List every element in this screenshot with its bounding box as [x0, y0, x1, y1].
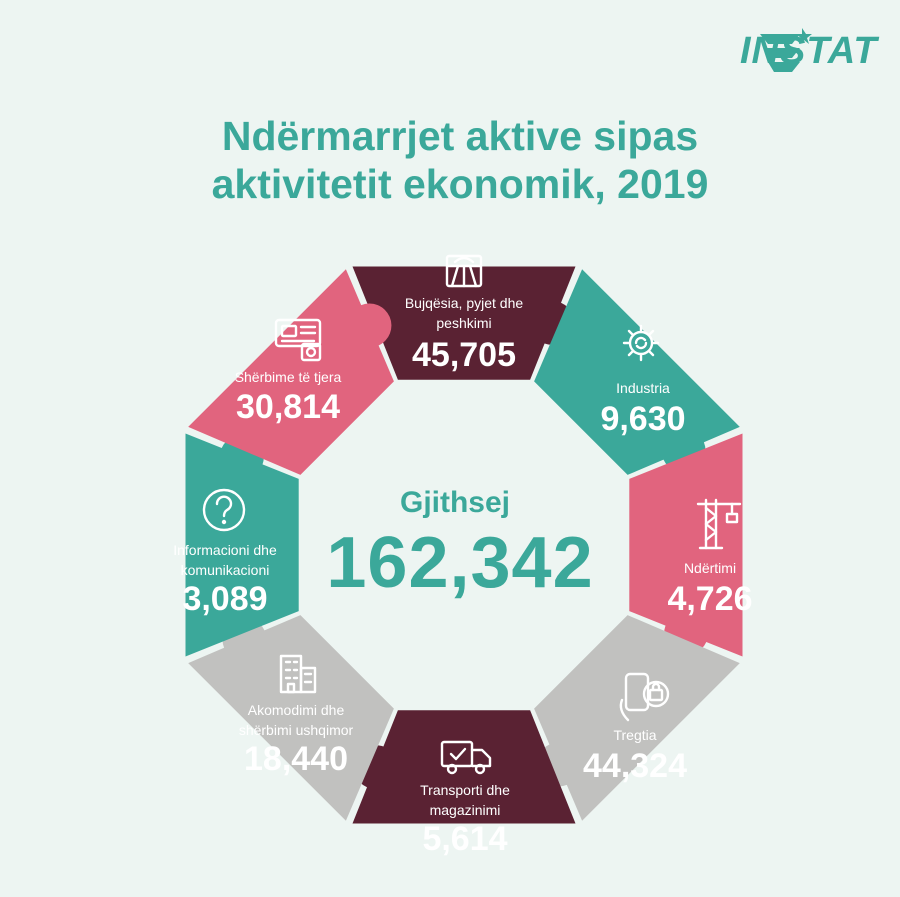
segment-trade — [534, 615, 740, 821]
field-icon — [445, 254, 483, 288]
value-trade: 44,324 — [583, 747, 687, 785]
label-accommodation: Akomodimi dhe shërbimi ushqimor — [238, 702, 354, 738]
truck-icon — [440, 740, 492, 775]
instat-logo-icon — [760, 28, 812, 72]
label-ict: Informacioni dhe komunikacioni — [173, 542, 277, 578]
value-industry: 9,630 — [600, 400, 686, 438]
services-icon — [274, 318, 322, 362]
label-construction: Ndërtimi — [683, 560, 737, 576]
segment-industry — [534, 269, 740, 475]
ring — [185, 266, 743, 824]
label-transport: Transporti dhe magazinimi — [420, 782, 510, 818]
hotel-icon — [279, 654, 317, 694]
label-industry: Industria — [616, 380, 670, 396]
segment-other-services — [188, 269, 394, 475]
segment-accommodation — [188, 615, 394, 821]
logo-text: INSTAT — [740, 30, 878, 72]
value-ict: 3,089 — [182, 580, 268, 618]
title-line-1: Ndërmarrjet aktive sipas — [221, 113, 699, 159]
crane-icon — [696, 498, 742, 550]
page-title: Ndërmarrjet aktive sipas aktivitetit eko… — [0, 112, 900, 208]
question-icon — [202, 488, 246, 532]
total-label: Gjithsej — [399, 486, 511, 519]
total-value: 162,342 — [326, 523, 594, 603]
value-construction: 4,726 — [667, 580, 753, 618]
segment-construction — [629, 433, 743, 657]
gear-icon — [622, 324, 660, 362]
value-transport: 5,614 — [422, 820, 508, 858]
value-agriculture: 45,705 — [412, 336, 516, 374]
segment-ict — [185, 433, 299, 657]
value-other-services: 30,814 — [236, 388, 340, 426]
label-trade: Tregtia — [613, 727, 657, 743]
title-line-2: aktivitetit ekonomik, 2019 — [211, 161, 709, 207]
segment-agriculture — [352, 266, 576, 380]
label-agriculture: Bujqësia, pyjet dhe peshkimi — [404, 295, 524, 331]
shopping-phone-icon — [619, 672, 670, 722]
label-other-services: Shërbime të tjera — [234, 369, 342, 385]
value-accommodation: 18,440 — [244, 740, 348, 778]
